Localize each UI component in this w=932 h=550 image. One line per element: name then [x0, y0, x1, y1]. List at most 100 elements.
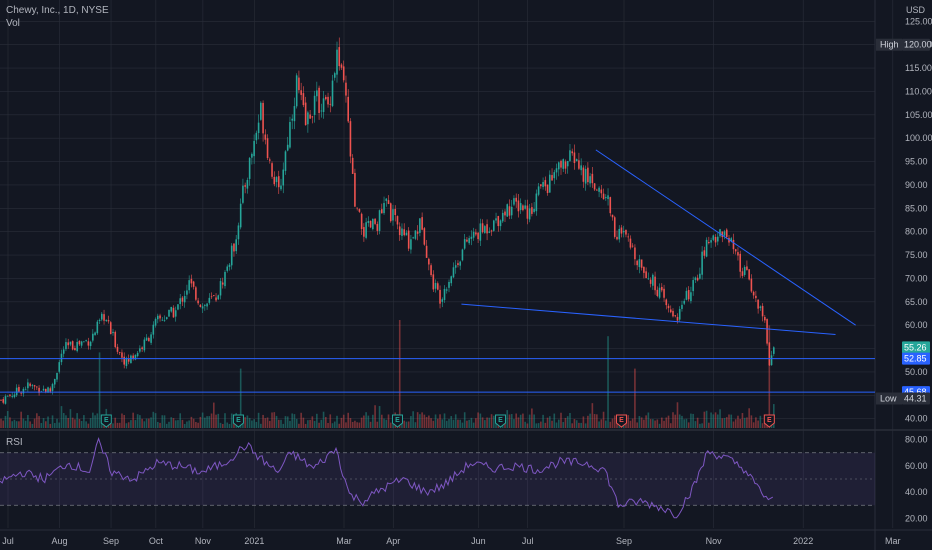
- price-label-box: [902, 352, 930, 365]
- volume-bar: [663, 420, 665, 428]
- volume-bar: [602, 411, 605, 428]
- candle-body: [360, 213, 363, 230]
- candle-body: [405, 232, 408, 236]
- volume-bar: [741, 413, 744, 428]
- volume-bar: [596, 414, 598, 428]
- volume-bar: [569, 413, 571, 428]
- earnings-marker: E: [763, 414, 775, 428]
- volume-bar: [143, 421, 146, 428]
- candle-body: [143, 339, 146, 351]
- volume-bar: [517, 417, 520, 428]
- candle-body: [692, 280, 694, 292]
- volume-bar: [510, 414, 513, 428]
- candle-body: [210, 296, 213, 298]
- volume-bar: [360, 417, 363, 428]
- candle-body: [730, 238, 733, 242]
- candle-body: [325, 96, 327, 100]
- rsi-tick-label: 20.00: [905, 513, 928, 523]
- price-labels: High 120.00 55.26 52.85 45.68 Low 44.31: [876, 38, 932, 405]
- volume-bar: [593, 414, 596, 428]
- volume-bar: [260, 423, 262, 428]
- candle-body: [701, 251, 703, 275]
- candle-body: [479, 223, 482, 241]
- candle-body: [83, 341, 85, 343]
- candle-body: [226, 266, 229, 271]
- candle-body: [569, 150, 571, 161]
- candle-body: [275, 177, 278, 183]
- volume-bar: [403, 420, 405, 428]
- rsi-series-line: [0, 437, 774, 519]
- volume-bar: [414, 422, 417, 428]
- candle-body: [4, 396, 7, 404]
- volume-bar: [217, 413, 220, 428]
- candle-body: [329, 103, 332, 105]
- volume-bar: [282, 423, 285, 428]
- volume-bar: [383, 418, 385, 428]
- earnings-badge: [100, 414, 112, 428]
- candle-body: [38, 387, 40, 393]
- candle-body: [20, 392, 22, 394]
- candle-body: [699, 273, 701, 279]
- price-tick-label: 85.00: [905, 203, 928, 213]
- rsi-tick-label: 40.00: [905, 487, 928, 497]
- candle-body: [640, 259, 643, 268]
- price-label-tag-bg: [876, 38, 902, 51]
- candle-body: [526, 205, 529, 219]
- volume-bar: [750, 415, 753, 428]
- volume-bar: [768, 325, 771, 428]
- volume-bar: [687, 422, 690, 428]
- candle-body: [535, 193, 538, 212]
- candle-body: [293, 106, 296, 122]
- trendlines[interactable]: [461, 149, 856, 336]
- volume-bar: [634, 368, 636, 428]
- volume-bar: [488, 417, 491, 428]
- earnings-marker: E: [495, 414, 507, 428]
- volume-bar: [692, 413, 694, 428]
- price-label-box: [902, 341, 930, 354]
- candle-body: [555, 168, 558, 173]
- volume-bar: [477, 412, 479, 428]
- candle-body: [224, 271, 226, 287]
- volume-bar: [504, 423, 506, 428]
- candles: [0, 37, 775, 405]
- volume-bar: [18, 421, 20, 428]
- volume-bar: [354, 420, 356, 428]
- candle-body: [311, 116, 314, 118]
- candle-body: [412, 237, 414, 239]
- time-axis[interactable]: Jul Aug Sep Oct Nov 2021 Mar Apr Jun Jul Sep Nov 202…: [2, 536, 900, 546]
- volume-bar: [631, 418, 634, 428]
- volume-bar: [273, 412, 276, 428]
- candle-body: [544, 180, 547, 187]
- candle-body: [273, 176, 276, 185]
- earnings-marker: E: [100, 414, 112, 428]
- price-label: Low 44.31: [876, 392, 930, 405]
- volume-bar: [179, 413, 181, 428]
- candle-body: [159, 315, 161, 319]
- candle-body: [358, 209, 361, 212]
- candle-body: [150, 334, 152, 343]
- candle-body: [74, 348, 76, 351]
- volume-bar: [114, 417, 117, 428]
- earnings-label: E: [767, 417, 772, 424]
- volume-bar: [591, 403, 594, 428]
- candle-body: [432, 274, 435, 290]
- time-tick-label: Aug: [52, 536, 68, 546]
- candle-body: [322, 98, 325, 113]
- candle-body: [134, 354, 137, 360]
- volume-bar: [253, 419, 255, 428]
- volume-bar: [94, 415, 96, 428]
- volume-bar: [564, 417, 567, 428]
- candle-body: [356, 207, 358, 209]
- volume-bar: [535, 423, 538, 428]
- volume-bar: [136, 414, 139, 428]
- candle-body: [573, 152, 576, 163]
- price-tick-label: 70.00: [905, 273, 928, 283]
- volume-bar: [228, 423, 231, 428]
- volume-bar: [555, 422, 558, 428]
- volume-bar: [430, 418, 432, 428]
- volume-bar: [246, 415, 249, 428]
- volume-bar: [38, 416, 40, 428]
